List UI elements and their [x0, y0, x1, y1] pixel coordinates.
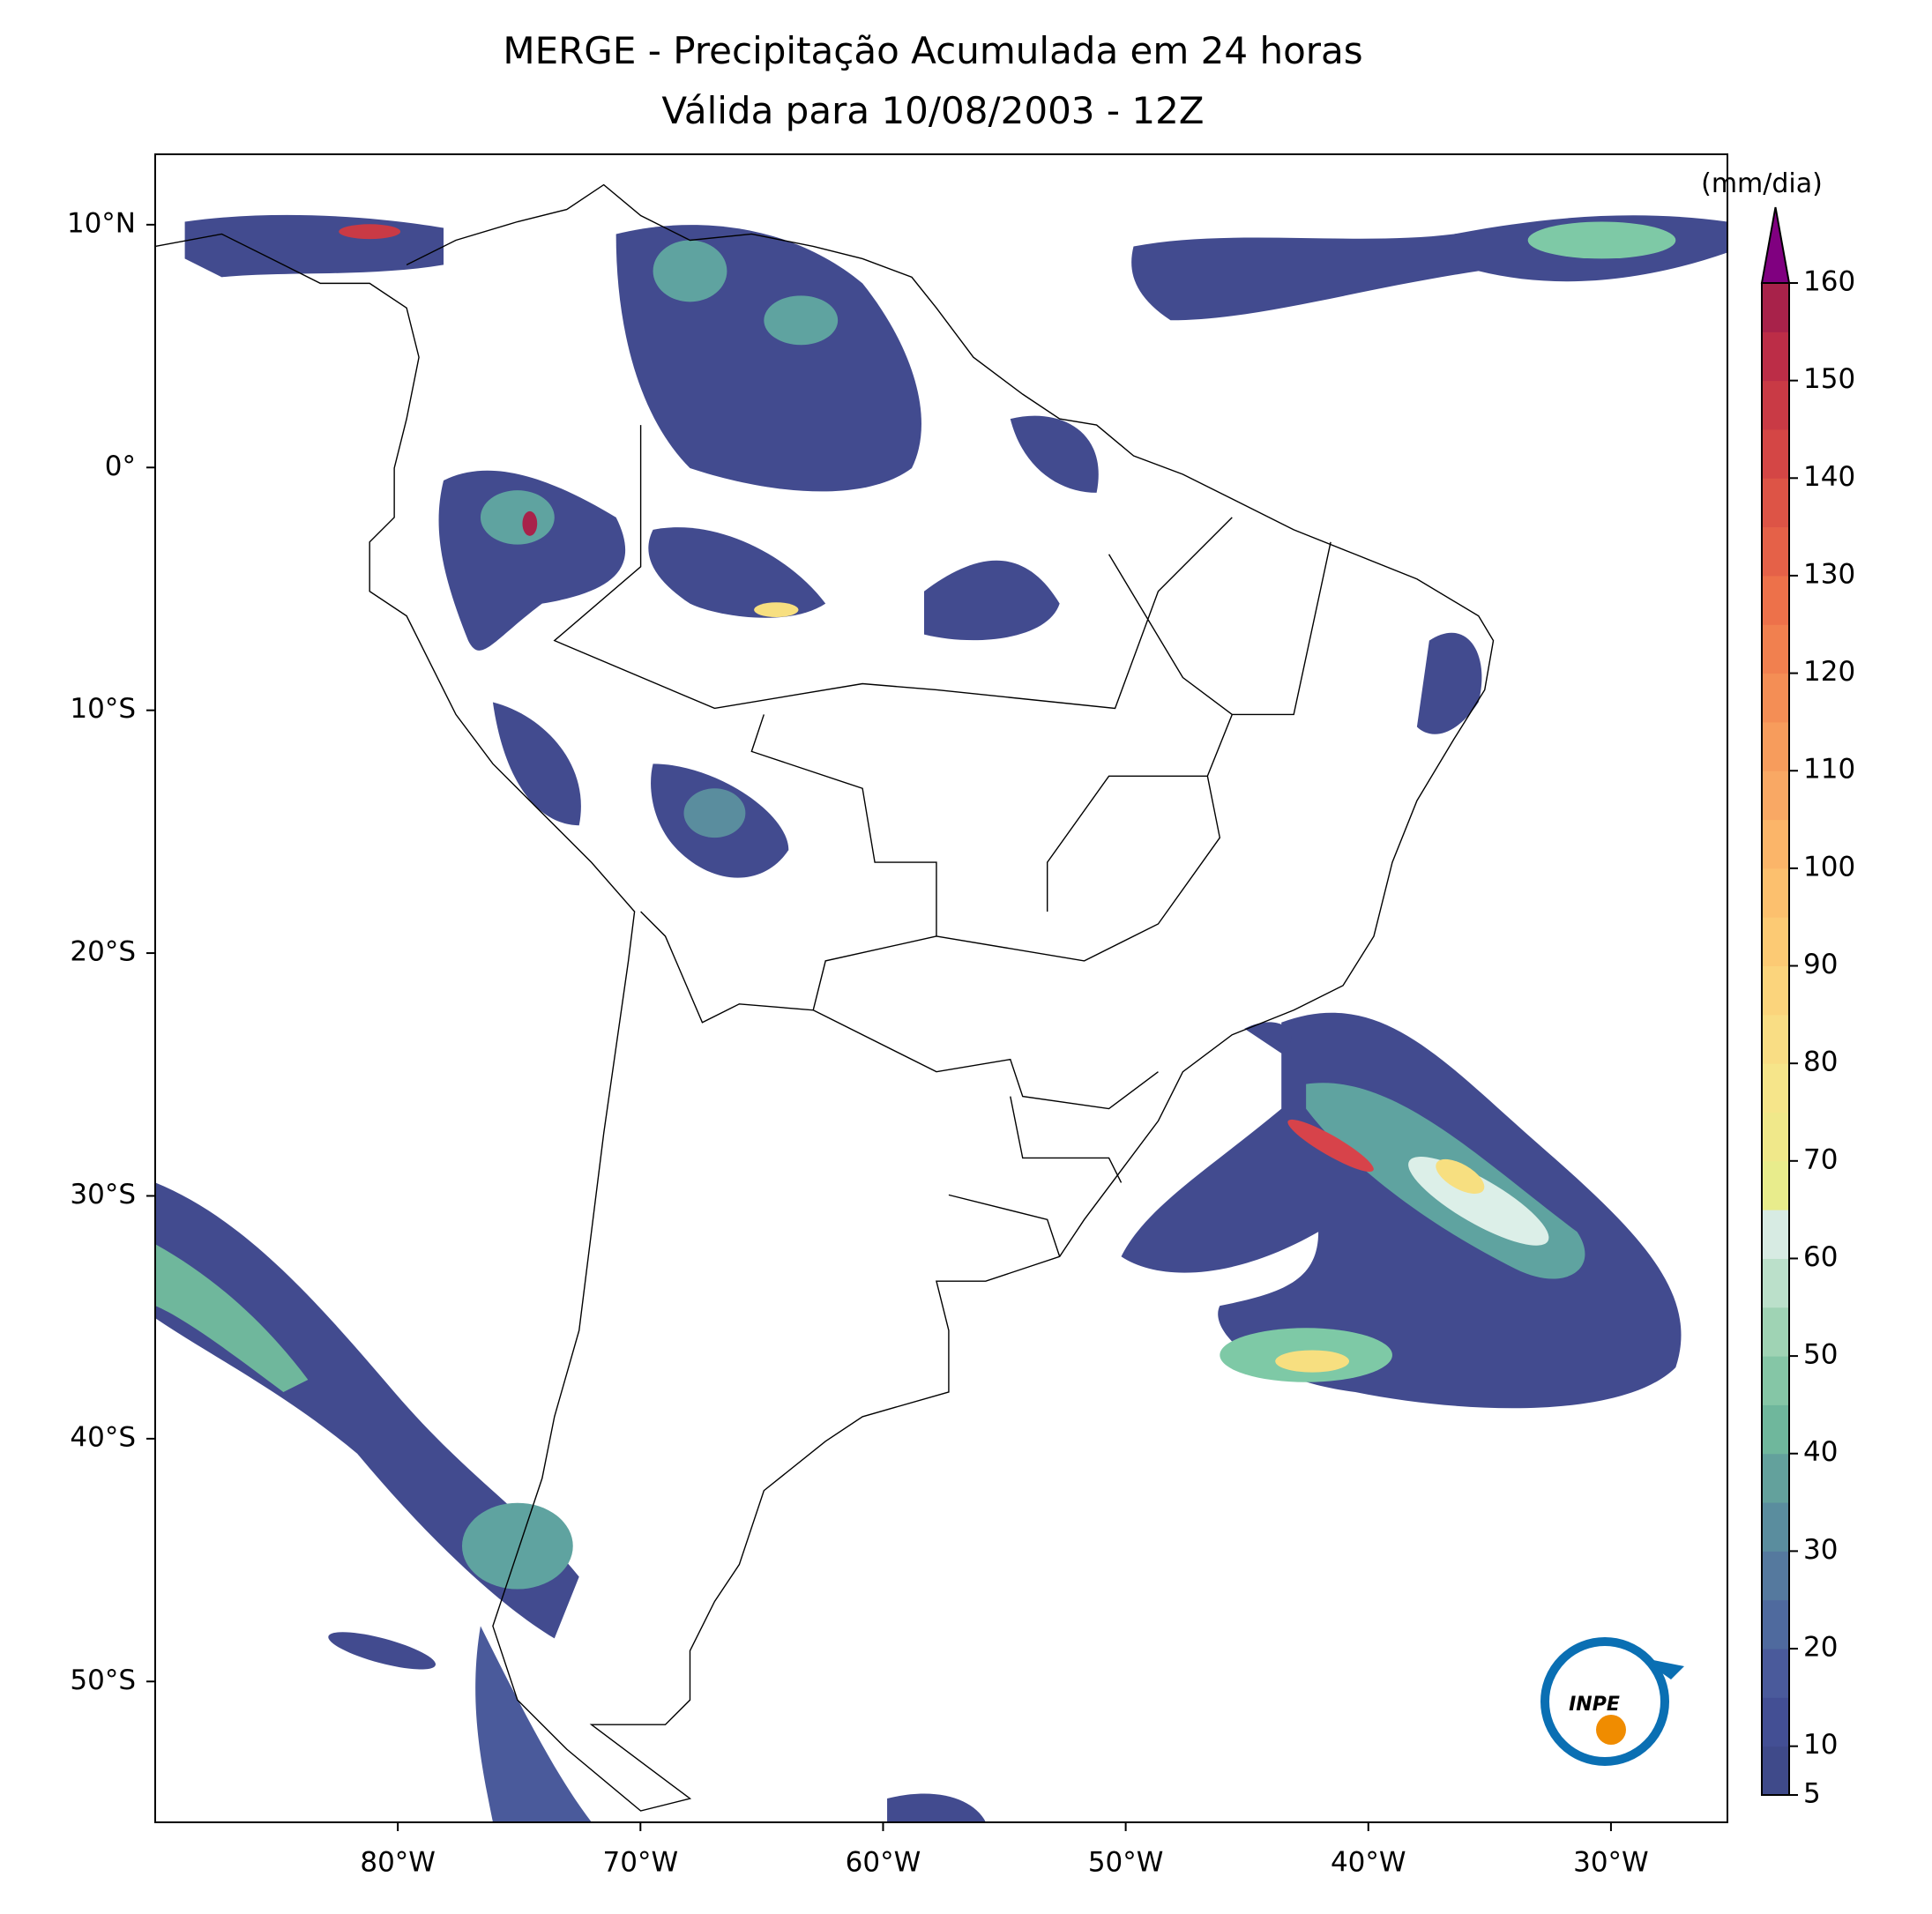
colorbar-tick-label: 40 — [1803, 1436, 1838, 1468]
map-frame — [154, 153, 1728, 1823]
y-tick-label: 20°S — [70, 936, 136, 968]
colorbar-band — [1762, 1160, 1789, 1210]
colorbar-band — [1762, 478, 1789, 528]
colorbar-band — [1762, 1404, 1789, 1455]
colorbar-band — [1762, 917, 1789, 967]
colorbar-tick-label: 90 — [1803, 949, 1838, 980]
colorbar-tick-label: 5 — [1803, 1778, 1821, 1810]
precipitation-field — [155, 214, 1727, 1822]
colorbar-band — [1762, 1746, 1789, 1796]
x-tick-label: 60°W — [846, 1847, 921, 1879]
colorbar-band — [1762, 721, 1789, 771]
colorbar-tick-label: 50 — [1803, 1339, 1838, 1371]
colorbar-band — [1762, 1063, 1789, 1113]
colorbar-band — [1762, 1014, 1789, 1064]
y-tick-label: 10°S — [70, 693, 136, 725]
colorbar-tick-label: 160 — [1803, 266, 1855, 298]
logo-text: INPE — [1569, 1694, 1620, 1716]
colorbar-tick-label: 70 — [1803, 1143, 1838, 1175]
y-tick-label: 0° — [105, 451, 136, 482]
colorbar-band — [1762, 1599, 1789, 1650]
colorbar-band — [1762, 526, 1789, 577]
colorbar-extend — [1760, 206, 1791, 284]
colorbar-band — [1762, 1258, 1789, 1308]
colorbar-tick-label: 30 — [1803, 1534, 1838, 1566]
colorbar-tick-label: 10 — [1803, 1729, 1838, 1761]
x-tick-label: 30°W — [1573, 1847, 1649, 1879]
logo-dot — [1596, 1715, 1626, 1745]
x-tick-label: 40°W — [1331, 1847, 1406, 1879]
logo: INPE — [1540, 1637, 1684, 1766]
colorbar-tick-label: 120 — [1803, 656, 1855, 688]
colorbar-band — [1762, 428, 1789, 479]
y-tick-label: 30°S — [70, 1179, 136, 1210]
colorbar-tick-label: 100 — [1803, 851, 1855, 883]
colorbar-band — [1762, 1210, 1789, 1259]
colorbar-tick-label: 20 — [1803, 1632, 1838, 1664]
colorbar-band — [1762, 283, 1789, 332]
colorbar-band — [1762, 1453, 1789, 1503]
x-tick-label: 80°W — [360, 1847, 436, 1879]
y-tick-label: 50°S — [70, 1665, 136, 1696]
logo-ring — [1540, 1637, 1669, 1766]
x-tick-label: 50°W — [1088, 1847, 1164, 1879]
colorbar-tick-label: 150 — [1803, 363, 1855, 395]
colorbar-band — [1762, 575, 1789, 625]
colorbar-band — [1762, 965, 1789, 1016]
colorbar-band — [1762, 1112, 1789, 1162]
colorbar-band — [1762, 1356, 1789, 1405]
colorbar-label: (mm/dia) — [1701, 168, 1823, 199]
colorbar-band — [1762, 380, 1789, 430]
colorbar-tick-label: 60 — [1803, 1241, 1838, 1273]
coastlines — [155, 183, 1495, 1812]
colorbar-band — [1762, 624, 1789, 674]
colorbar-tick-label: 80 — [1803, 1046, 1838, 1078]
colorbar-band — [1762, 331, 1789, 382]
y-tick-label: 40°S — [70, 1421, 136, 1453]
colorbar-band — [1762, 819, 1789, 869]
colorbar-band — [1762, 868, 1789, 918]
colorbar-band — [1762, 1502, 1789, 1552]
colorbar-band — [1762, 1649, 1789, 1698]
map-area — [155, 183, 1727, 1822]
colorbar-tick-label: 110 — [1803, 754, 1855, 786]
subtitle: Válida para 10/08/2003 - 12Z — [661, 89, 1204, 132]
colorbar-band — [1762, 1551, 1789, 1601]
colorbar-band — [1762, 1697, 1789, 1747]
colorbar-frame — [1761, 282, 1790, 1796]
colorbar-tick-label: 130 — [1803, 558, 1855, 590]
colorbar-band — [1762, 673, 1789, 723]
y-tick-label: 10°N — [67, 207, 136, 239]
colorbar-tick-label: 140 — [1803, 461, 1855, 493]
logo-arrow — [1640, 1657, 1684, 1679]
title: MERGE - Precipitação Acumulada em 24 hor… — [503, 29, 1362, 72]
colorbar-band — [1762, 771, 1789, 821]
colorbar-band — [1762, 1307, 1789, 1357]
x-tick-label: 70°W — [603, 1847, 679, 1879]
